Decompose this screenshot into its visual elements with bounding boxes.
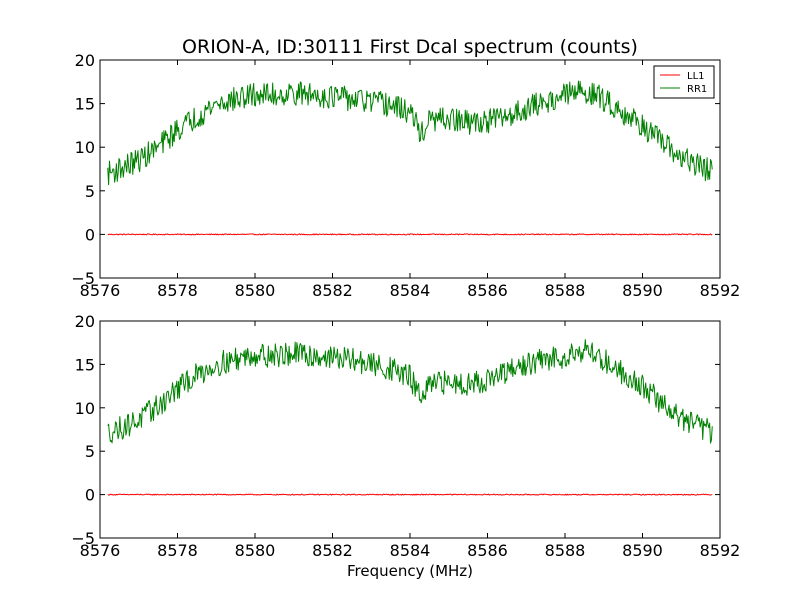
y-tick-label: −5 bbox=[71, 269, 95, 288]
x-tick-label: 8592 bbox=[700, 541, 741, 560]
x-tick-label: 8592 bbox=[700, 281, 741, 300]
x-tick-label: 8590 bbox=[622, 281, 663, 300]
x-tick-label: 8578 bbox=[157, 541, 198, 560]
x-tick-label: 8578 bbox=[157, 281, 198, 300]
legend-box bbox=[653, 65, 715, 99]
x-tick-label: 8576 bbox=[80, 541, 121, 560]
x-tick-label: 8580 bbox=[235, 281, 276, 300]
chart-title: ORION-A, ID:30111 First Dcal spectrum (c… bbox=[182, 36, 638, 58]
y-tick-label: 5 bbox=[85, 182, 95, 201]
series-line-ll1-panel-2 bbox=[107, 493, 713, 496]
y-tick-label: 20 bbox=[75, 51, 95, 70]
chart-panel-2: 8576 8578 8580 8582 8584 8586 8588 8590 8592 −5 0 5… bbox=[71, 312, 740, 560]
legend-label-rr1: RR1 bbox=[687, 84, 707, 95]
x-tick-label: 8582 bbox=[312, 281, 353, 300]
y-tick-label: 0 bbox=[85, 486, 95, 505]
y-tick-label: 10 bbox=[75, 138, 95, 157]
x-tick-label: 8584 bbox=[390, 281, 431, 300]
x-tick-label: 8580 bbox=[235, 541, 276, 560]
x-tick-label: 8584 bbox=[390, 541, 431, 560]
y-tick-label: 15 bbox=[75, 95, 95, 114]
series-line-rr1-panel-1 bbox=[107, 80, 713, 186]
y-tick-label: 10 bbox=[75, 399, 95, 418]
x-tick-label: 8582 bbox=[312, 541, 353, 560]
x-tick-label: 8586 bbox=[467, 281, 508, 300]
y-tick-label: 5 bbox=[85, 442, 95, 461]
legend-label-ll1: LL1 bbox=[687, 71, 705, 82]
y-tick-label: 0 bbox=[85, 225, 95, 244]
y-tick-label: −5 bbox=[71, 529, 95, 548]
x-axis-label: Frequency (MHz) bbox=[347, 562, 473, 580]
chart-panel-1: 8576 8578 8580 8582 8584 8586 8588 8590 8592 −5 0 5… bbox=[71, 51, 740, 300]
x-tick-label: 8588 bbox=[545, 281, 586, 300]
series-line-rr1-panel-2 bbox=[107, 339, 713, 444]
y-tick-label: 20 bbox=[75, 312, 95, 331]
y-tick-label: 15 bbox=[75, 355, 95, 374]
x-tick-label: 8590 bbox=[622, 541, 663, 560]
series-line-ll1-panel-1 bbox=[107, 233, 713, 236]
x-tick-label: 8588 bbox=[545, 541, 586, 560]
x-tick-label: 8576 bbox=[80, 281, 121, 300]
x-tick-label: 8586 bbox=[467, 541, 508, 560]
